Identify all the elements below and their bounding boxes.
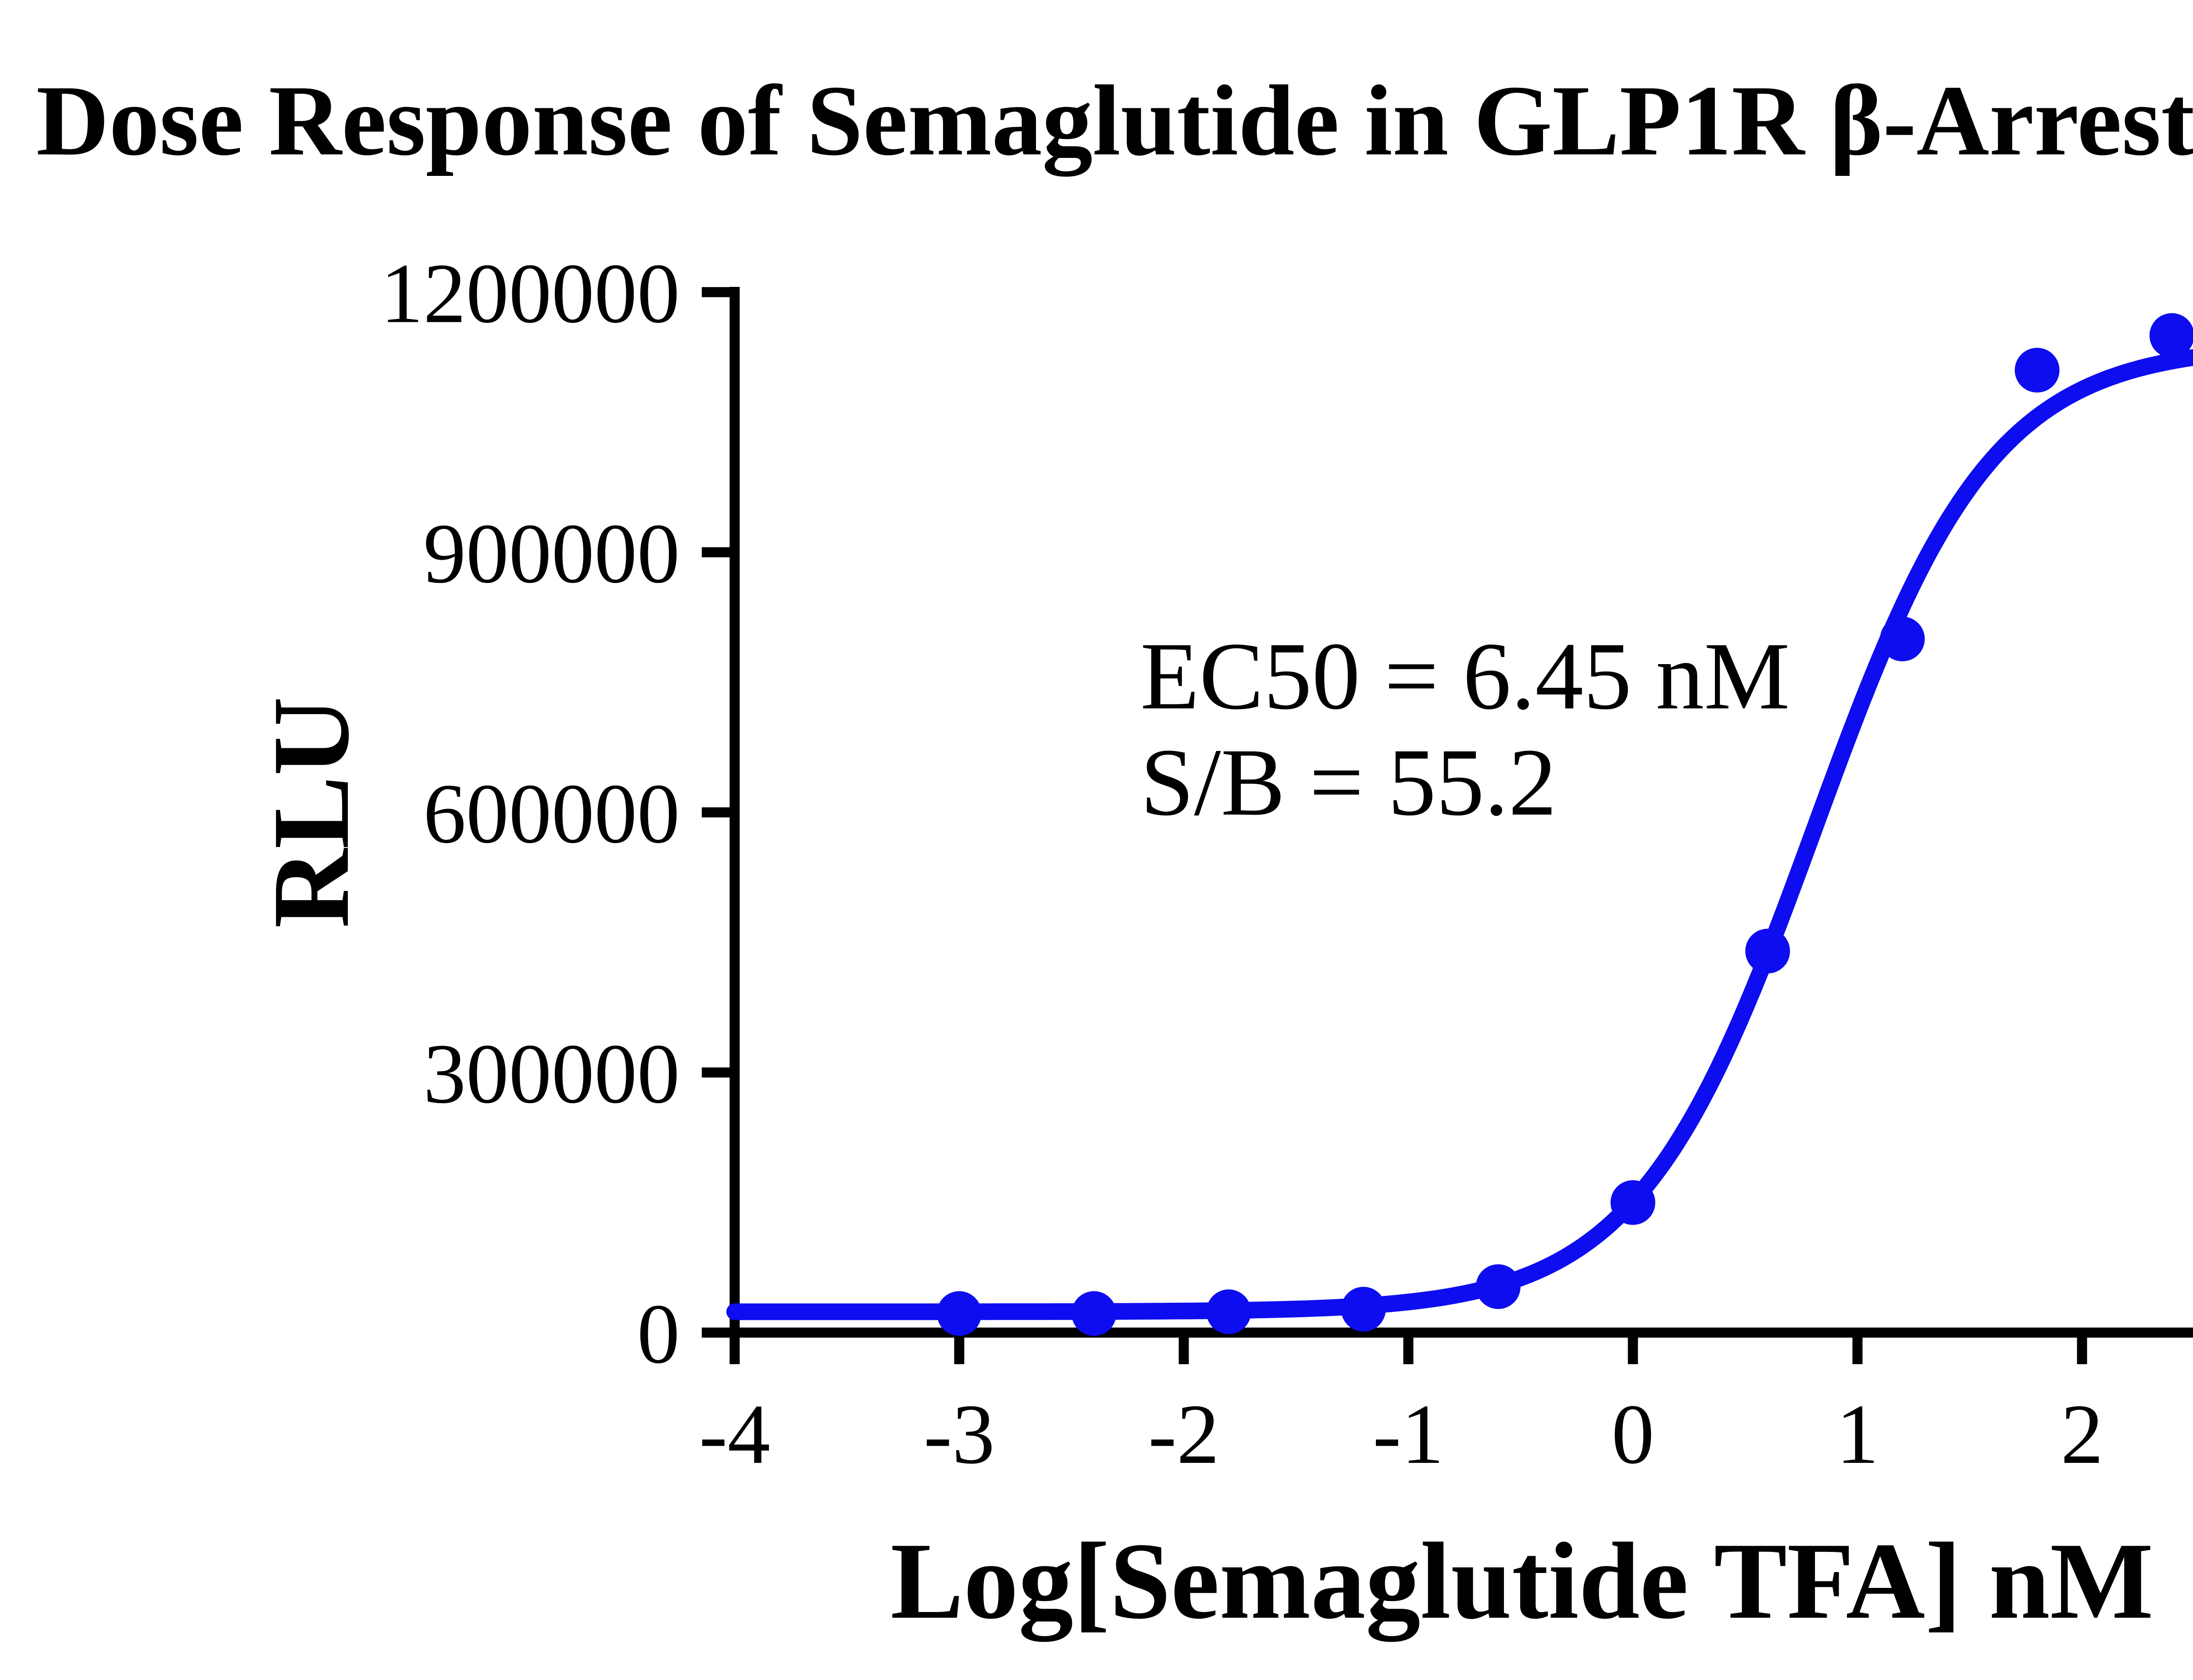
data-point [1206, 1289, 1251, 1334]
axes [702, 287, 2193, 1364]
axis-ticks [702, 287, 2087, 1364]
data-point [1071, 1291, 1117, 1336]
chart-title: Dose Response of Semaglutide in GLP1R β-… [36, 64, 2193, 176]
data-point [1475, 1264, 1521, 1309]
signal-to-background-annotation: S/B = 55.2 [1140, 729, 1557, 836]
y-tick-label: 0 [637, 1287, 680, 1381]
fit-annotation: EC50 = 6.45 nM S/B = 55.2 [1140, 623, 1790, 835]
y-tick-label: 1200000 [381, 246, 680, 341]
data-point [2014, 347, 2060, 393]
x-tick-label: -3 [924, 1387, 995, 1482]
x-tick-label: -1 [1373, 1387, 1444, 1482]
data-point [1880, 616, 1925, 661]
x-tick-label: 0 [1611, 1387, 1654, 1482]
data-point [1341, 1287, 1386, 1332]
y-tick-label: 600000 [423, 766, 680, 861]
ec50-annotation: EC50 = 6.45 nM [1140, 622, 1790, 729]
x-tick-label: -4 [699, 1387, 770, 1482]
x-tick-label: 2 [2061, 1387, 2104, 1482]
data-point [1745, 929, 1790, 974]
data-point [937, 1291, 982, 1336]
data-points-layer [937, 313, 2193, 1336]
x-axis-title: Log[Semaglutide TFA] nM [890, 1520, 2154, 1642]
y-tick-label: 900000 [423, 506, 680, 601]
x-tick-label: -2 [1148, 1387, 1219, 1482]
y-tick-label: 300000 [423, 1026, 680, 1121]
x-tick-label: 1 [1836, 1387, 1879, 1482]
data-point [1611, 1180, 1655, 1225]
data-point [2149, 313, 2193, 358]
